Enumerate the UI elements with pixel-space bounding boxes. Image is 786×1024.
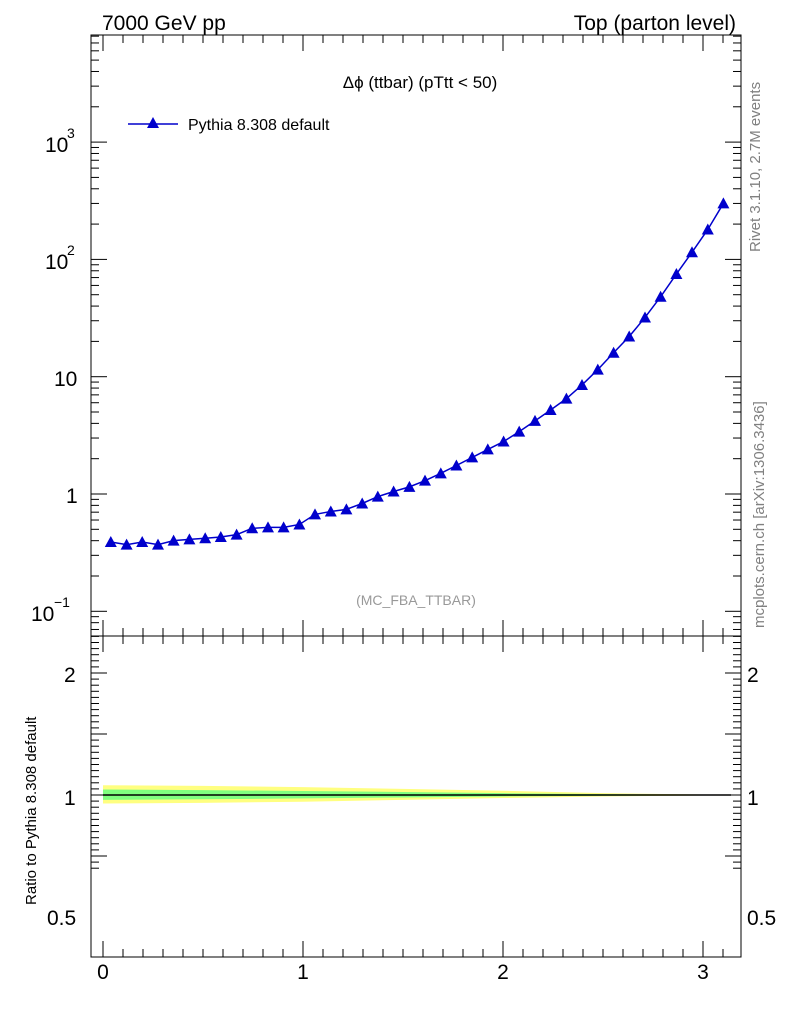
- data-point: [497, 435, 510, 447]
- header-right-label: Top (parton level): [574, 12, 736, 35]
- data-point: [214, 530, 227, 542]
- ratio-y-tick-label-right-2: 2: [747, 664, 759, 687]
- y-tick-exp-100: 2: [67, 242, 75, 258]
- main-x-ticks: [102, 35, 724, 636]
- ratio-y-axis-label: Ratio to Pythia 8.308 default: [23, 716, 40, 905]
- y-tick-exp-0.1: −1: [54, 594, 70, 610]
- data-point: [466, 451, 479, 463]
- main-y-ticks: [91, 35, 741, 630]
- ratio-y-ticks: [91, 635, 741, 869]
- ratio-y-tick-label-1: 1: [64, 787, 76, 810]
- y-tick-label-0.1: 10: [31, 603, 54, 626]
- series-pythia: [104, 197, 730, 550]
- data-point: [340, 503, 353, 515]
- ratio-y-tick-label-2: 2: [64, 664, 76, 687]
- data-point: [701, 223, 714, 235]
- legend: Pythia 8.308 default: [128, 117, 330, 134]
- data-point: [262, 521, 274, 533]
- rivet-version-label: Rivet 3.1.10, 2.7M events: [747, 82, 764, 252]
- data-point: [403, 480, 416, 492]
- x-tick-label-0: 0: [97, 961, 109, 984]
- ratio-y-tick-label-right-1: 1: [747, 787, 759, 810]
- data-point: [293, 518, 306, 530]
- data-point: [324, 505, 337, 517]
- data-point: [717, 197, 730, 209]
- main-plot: 10 3 10 2 10 1 10 −1 Δϕ (ttbar) (pTtt < …: [31, 34, 742, 637]
- legend-marker: [147, 117, 159, 128]
- data-point: [277, 521, 290, 533]
- y-tick-label-1000: 10: [45, 134, 68, 157]
- data-point: [120, 538, 133, 550]
- ratio-y-tick-label-0.5: 0.5: [47, 907, 76, 930]
- ratio-y-tick-label-right-0.5: 0.5: [747, 907, 776, 930]
- y-tick-label-100: 10: [45, 251, 68, 274]
- data-point: [309, 508, 321, 520]
- y-tick-label-1: 1: [66, 485, 78, 508]
- data-point: [670, 268, 683, 280]
- data-point: [434, 467, 447, 479]
- main-y-tick-labels: 10 3 10 2 10 1 10 −1: [31, 125, 78, 626]
- data-point: [246, 522, 259, 534]
- ratio-x-tick-labels: 0 1 2 3: [97, 961, 709, 984]
- data-point: [607, 346, 620, 358]
- x-tick-label-2: 2: [497, 961, 509, 984]
- data-point: [513, 425, 526, 437]
- ratio-y-tick-labels: 2 1 0.5 2 1 0.5: [47, 664, 776, 930]
- legend-label: Pythia 8.308 default: [188, 117, 330, 134]
- data-point: [387, 485, 400, 497]
- y-tick-exp-1000: 3: [67, 125, 75, 141]
- data-point: [529, 414, 541, 426]
- data-point: [450, 459, 463, 471]
- data-point: [167, 534, 180, 546]
- analysis-watermark: (MC_FBA_TTBAR): [356, 592, 476, 608]
- x-tick-label-3: 3: [697, 961, 709, 984]
- data-point: [686, 246, 698, 258]
- source-label: mcplots.cern.ch [arXiv:1306.3436]: [751, 401, 768, 628]
- data-point: [104, 535, 117, 547]
- data-point: [419, 474, 431, 486]
- header-left-label: 7000 GeV pp: [102, 12, 226, 35]
- data-point: [560, 392, 573, 404]
- data-point: [639, 311, 651, 323]
- series-line: [110, 203, 725, 546]
- data-point: [371, 490, 384, 502]
- data-point: [183, 533, 196, 545]
- y-tick-label-10: 10: [54, 368, 77, 391]
- data-point: [230, 528, 243, 540]
- data-point: [136, 535, 149, 547]
- ratio-plot-frame: [90, 635, 742, 958]
- data-point: [356, 497, 369, 509]
- data-point: [654, 290, 667, 302]
- ratio-plot: 2 1 0.5 2 1 0.5 0 1 2 3 Ratio to Pythia …: [23, 635, 776, 984]
- x-tick-label-1: 1: [297, 961, 309, 984]
- data-point: [591, 363, 604, 375]
- data-point: [623, 330, 636, 342]
- data-point: [481, 443, 494, 455]
- main-plot-title: Δϕ (ttbar) (pTtt < 50): [343, 73, 498, 92]
- data-point: [199, 532, 212, 544]
- ratio-x-ticks: [102, 636, 724, 957]
- data-point: [576, 378, 588, 390]
- data-point: [544, 404, 557, 416]
- data-point: [152, 538, 164, 550]
